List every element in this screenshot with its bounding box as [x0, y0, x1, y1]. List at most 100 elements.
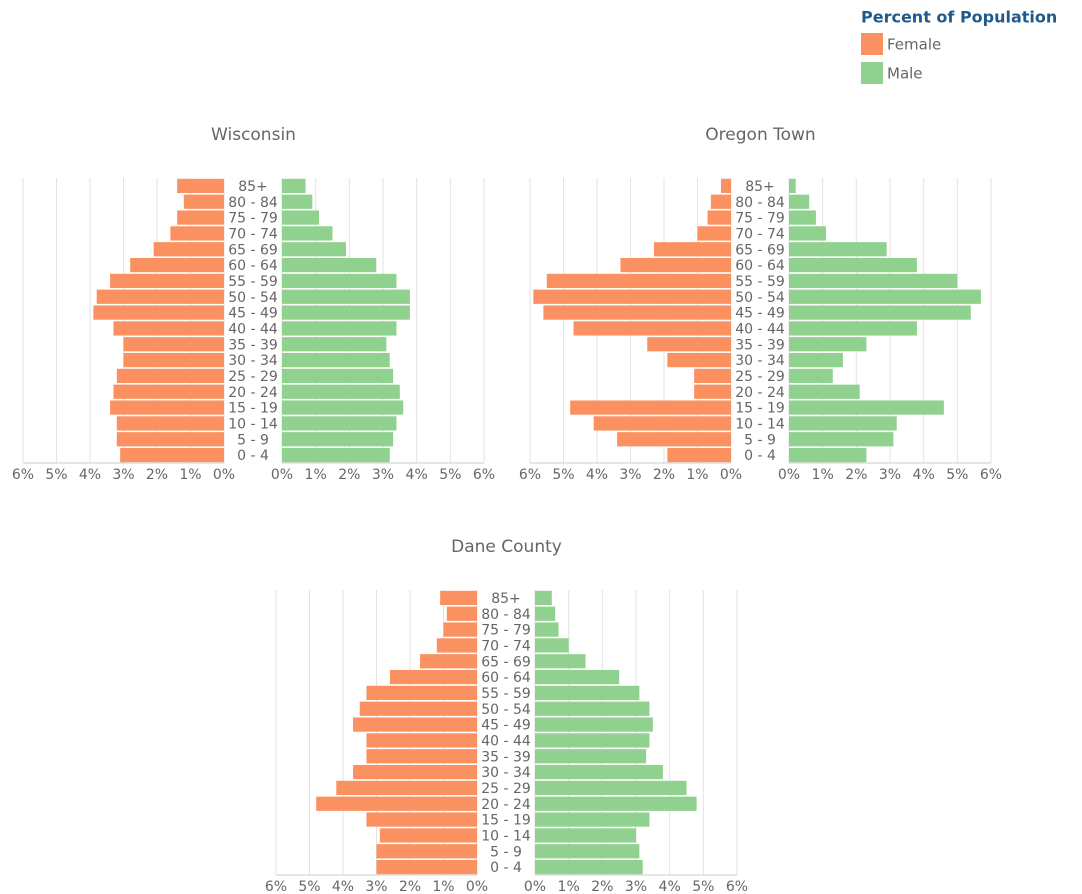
bar	[789, 257, 917, 273]
x-tick-label: 5%	[692, 879, 714, 894]
category-label: 0 - 4	[237, 448, 269, 464]
bar	[113, 384, 224, 399]
bar	[789, 432, 894, 447]
bar	[789, 368, 833, 384]
category-label: 35 - 39	[228, 337, 278, 353]
bar	[282, 352, 390, 368]
bar	[282, 321, 397, 336]
category-label: 20 - 24	[735, 385, 785, 401]
x-tick-label: 6%	[726, 879, 748, 894]
bar	[789, 321, 917, 336]
bar	[789, 210, 816, 225]
category-label: 40 - 44	[735, 321, 785, 337]
category-label: 75 - 79	[481, 623, 531, 639]
bar	[153, 242, 224, 257]
x-tick-label: 0%	[271, 467, 293, 483]
bar	[123, 337, 224, 352]
x-tick-label: 3%	[879, 467, 901, 483]
x-tick-label: 4%	[332, 879, 354, 894]
bar	[617, 432, 731, 447]
x-tick-label: 2%	[146, 467, 168, 483]
bar	[707, 210, 731, 225]
category-label: 50 - 54	[481, 702, 531, 718]
bar	[535, 844, 640, 859]
bar	[667, 352, 731, 368]
bar	[177, 178, 224, 194]
bar	[359, 701, 477, 716]
bar	[543, 305, 731, 320]
bar	[282, 337, 387, 352]
category-label: 45 - 49	[228, 306, 278, 322]
bar	[789, 289, 981, 304]
bar	[123, 352, 224, 368]
bar	[535, 606, 556, 621]
legend-swatch	[861, 33, 883, 55]
category-label: 80 - 84	[228, 195, 278, 211]
category-label: 15 - 19	[481, 813, 531, 829]
x-tick-label: 3%	[112, 467, 134, 483]
x-tick-label: 0%	[213, 467, 235, 483]
bar	[535, 780, 687, 796]
category-label: 0 - 4	[490, 860, 522, 876]
x-tick-label: 5%	[552, 467, 574, 483]
bar	[789, 226, 827, 241]
x-tick-label: 0%	[524, 879, 546, 894]
chart-title: Wisconsin	[211, 125, 296, 145]
bar	[353, 764, 477, 780]
bar	[120, 447, 224, 463]
bar	[366, 733, 477, 748]
x-tick-label: 1%	[432, 879, 454, 894]
bar	[546, 273, 731, 289]
category-label: 10 - 14	[735, 416, 785, 432]
bar	[113, 321, 224, 336]
bar	[376, 859, 477, 875]
bar	[282, 257, 377, 273]
bar	[436, 638, 477, 653]
bar	[535, 701, 650, 716]
category-label: 0 - 4	[744, 448, 776, 464]
x-tick-label: 6%	[519, 467, 541, 483]
category-label: 35 - 39	[481, 749, 531, 765]
category-label: 5 - 9	[490, 844, 522, 860]
category-label: 20 - 24	[228, 385, 278, 401]
category-label: 80 - 84	[735, 195, 785, 211]
bar	[535, 749, 647, 764]
bar	[282, 226, 333, 241]
category-label: 65 - 69	[481, 654, 531, 670]
x-tick-label: 1%	[812, 467, 834, 483]
bar	[535, 764, 663, 780]
bar	[694, 384, 731, 399]
category-label: 70 - 74	[481, 638, 531, 654]
category-label: 10 - 14	[481, 828, 531, 844]
bar	[110, 273, 224, 289]
bar	[535, 859, 643, 875]
x-tick-label: 2%	[338, 467, 360, 483]
category-label: 40 - 44	[481, 733, 531, 749]
x-tick-label: 6%	[265, 879, 287, 894]
x-tick-label: 4%	[79, 467, 101, 483]
bar	[697, 226, 731, 241]
bar	[535, 638, 569, 653]
bar	[694, 368, 731, 384]
category-label: 30 - 34	[735, 353, 785, 369]
chart-title: Oregon Town	[705, 125, 815, 145]
x-tick-label: 1%	[558, 879, 580, 894]
bar	[440, 590, 477, 606]
category-label: 75 - 79	[228, 211, 278, 227]
bar	[93, 305, 224, 320]
category-label: 65 - 69	[735, 242, 785, 258]
bar	[177, 210, 224, 225]
x-tick-label: 2%	[653, 467, 675, 483]
x-tick-label: 3%	[365, 879, 387, 894]
bar	[789, 242, 887, 257]
x-tick-label: 2%	[845, 467, 867, 483]
category-label: 20 - 24	[481, 797, 531, 813]
legend-title: Percent of Population	[861, 8, 1057, 27]
x-tick-label: 0%	[720, 467, 742, 483]
x-tick-label: 1%	[686, 467, 708, 483]
legend-label: Female	[887, 36, 941, 54]
category-label: 70 - 74	[228, 226, 278, 242]
x-tick-label: 2%	[591, 879, 613, 894]
bar	[789, 400, 944, 415]
bar	[593, 416, 731, 431]
